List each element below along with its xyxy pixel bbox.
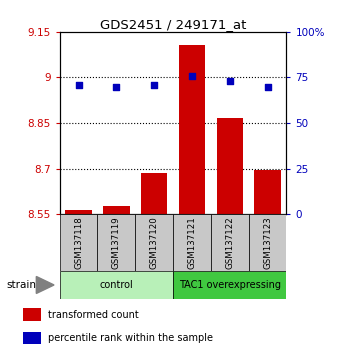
- Point: [76, 82, 81, 87]
- Text: GSM137123: GSM137123: [263, 216, 272, 269]
- Polygon shape: [36, 276, 54, 293]
- Bar: [173, 214, 211, 271]
- Text: GSM137122: GSM137122: [225, 216, 234, 269]
- Bar: [249, 214, 286, 271]
- Bar: [141, 173, 167, 214]
- Point: [227, 78, 233, 84]
- Bar: [135, 214, 173, 271]
- Point: [189, 73, 195, 79]
- Text: strain: strain: [7, 280, 37, 290]
- Text: GSM137119: GSM137119: [112, 216, 121, 269]
- Text: GSM137121: GSM137121: [188, 216, 196, 269]
- Bar: [254, 170, 281, 214]
- Bar: [179, 45, 205, 214]
- Bar: [23, 332, 41, 344]
- Bar: [60, 271, 173, 299]
- Point: [151, 82, 157, 87]
- Title: GDS2451 / 249171_at: GDS2451 / 249171_at: [100, 18, 246, 31]
- Bar: [217, 119, 243, 214]
- Text: GSM137118: GSM137118: [74, 216, 83, 269]
- Point: [114, 84, 119, 89]
- Bar: [23, 308, 41, 321]
- Point: [265, 84, 270, 89]
- Bar: [98, 214, 135, 271]
- Text: transformed count: transformed count: [48, 309, 139, 320]
- Bar: [211, 214, 249, 271]
- Bar: [103, 206, 130, 214]
- Text: GSM137120: GSM137120: [150, 216, 159, 269]
- Text: TAC1 overexpressing: TAC1 overexpressing: [179, 280, 281, 290]
- Text: percentile rank within the sample: percentile rank within the sample: [48, 333, 213, 343]
- Bar: [60, 214, 98, 271]
- Bar: [65, 210, 92, 214]
- Bar: [173, 271, 286, 299]
- Text: control: control: [100, 280, 133, 290]
